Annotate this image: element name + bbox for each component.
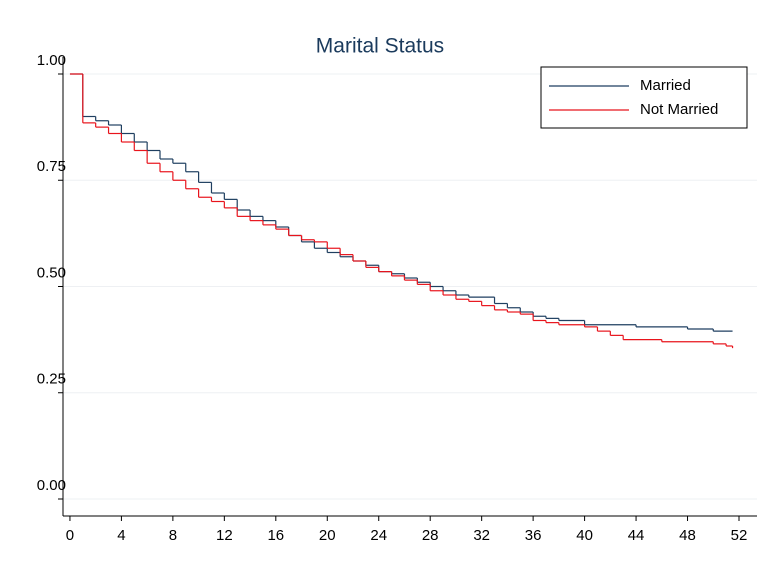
y-tick-label: 0.75 xyxy=(37,158,66,175)
x-tick-label: 20 xyxy=(319,527,336,544)
x-tick-label: 48 xyxy=(679,527,696,544)
y-tick-label: 0.25 xyxy=(37,371,66,388)
x-tick-label: 44 xyxy=(628,527,645,544)
legend-label: Not Married xyxy=(640,101,718,118)
x-tick-label: 16 xyxy=(267,527,284,544)
chart-title: Marital Status xyxy=(316,35,444,58)
x-tick-label: 0 xyxy=(66,527,74,544)
x-tick-label: 32 xyxy=(473,527,490,544)
y-tick-label: 0.50 xyxy=(37,264,66,281)
series xyxy=(69,73,734,349)
x-tick-label: 28 xyxy=(422,527,439,544)
y-tick-label: 0.00 xyxy=(37,477,66,494)
legend-label: Married xyxy=(640,77,691,94)
legend-box xyxy=(540,66,748,129)
y-tick-label: 1.00 xyxy=(37,52,66,69)
x-tick-label: 4 xyxy=(117,527,125,544)
x-tick-label: 52 xyxy=(731,527,748,544)
x-tick-label: 12 xyxy=(216,527,233,544)
x-tick-label: 8 xyxy=(169,527,177,544)
x-tick-label: 36 xyxy=(525,527,542,544)
x-tick-label: 24 xyxy=(370,527,387,544)
x-tick-label: 40 xyxy=(576,527,593,544)
